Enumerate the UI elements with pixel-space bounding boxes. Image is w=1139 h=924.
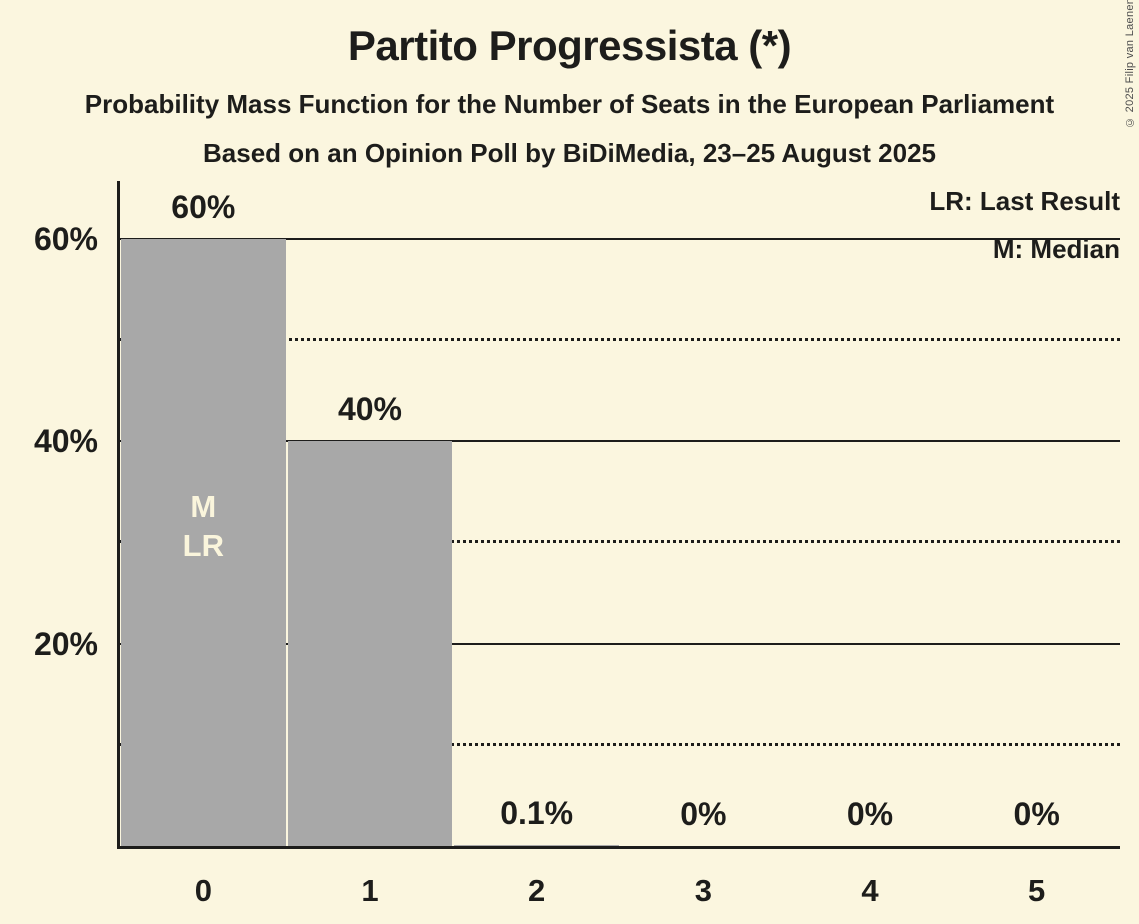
x-axis-label-0: 0	[194, 873, 212, 908]
bar-seats-1	[287, 441, 453, 846]
x-axis-label-2: 2	[528, 873, 546, 908]
chart-subtitle: Probability Mass Function for the Number…	[84, 89, 1055, 119]
bar-seats-0	[121, 238, 286, 846]
y-axis-label-40: 40%	[33, 423, 98, 460]
minor-gridline-30	[120, 540, 1120, 544]
major-gridline-40	[120, 440, 1120, 443]
plot-area: 60% 40% 0.1% 0% 0% 0% M LR	[117, 181, 1120, 849]
x-axis-label-1: 1	[361, 873, 379, 908]
bar-value-label-2: 0.1%	[500, 795, 574, 831]
chart-source-line: Based on an Opinion Poll by BiDiMedia, 2…	[203, 138, 936, 168]
legend-median: M: Median	[992, 234, 1120, 264]
bar-annotation-0: M LR	[120, 487, 287, 565]
bar-value-label-0: 60%	[171, 188, 236, 225]
annotation-line-lr: LR	[182, 528, 224, 564]
x-axis-label-5: 5	[1028, 873, 1046, 908]
x-axis-label-3: 3	[694, 873, 712, 908]
bar-value-label-1: 40%	[337, 391, 402, 428]
major-gridline-20	[120, 642, 1120, 645]
x-axis-label-4: 4	[861, 873, 879, 908]
major-gridline-60	[120, 237, 1120, 240]
minor-gridline-10	[120, 742, 1120, 746]
chart-title: Partito Progressista (*)	[347, 22, 792, 69]
minor-gridline-50	[120, 337, 1120, 341]
annotation-line-m: M	[190, 489, 217, 525]
bar-value-label-3: 0%	[680, 796, 727, 832]
bar-seats-2	[454, 845, 619, 846]
y-axis-label-20: 20%	[33, 625, 98, 662]
bar-value-label-5: 0%	[1013, 796, 1060, 832]
copyright-notice: © 2025 Filip van Laenen	[1124, 0, 1136, 128]
legend-last-result: LR: Last Result	[929, 186, 1120, 216]
bar-value-label-4: 0%	[846, 796, 894, 832]
y-axis-label-60: 60%	[33, 220, 98, 257]
